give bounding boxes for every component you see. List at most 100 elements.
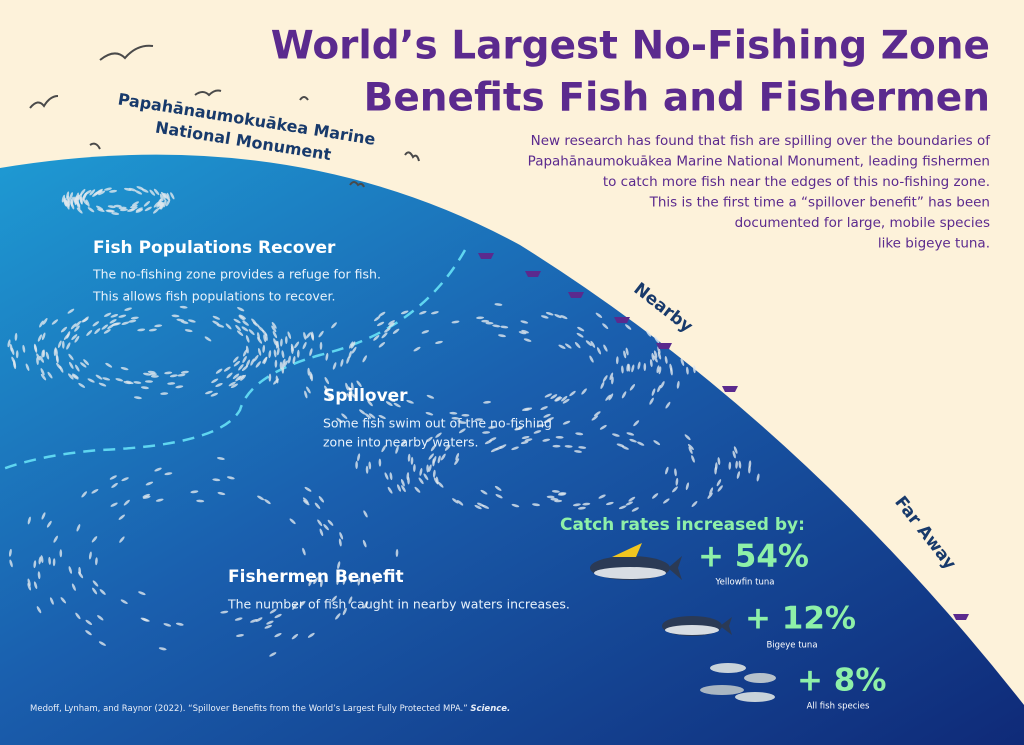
fish xyxy=(237,307,245,312)
fish xyxy=(488,426,497,429)
fish xyxy=(68,566,73,574)
fish xyxy=(232,373,240,380)
fish xyxy=(428,464,432,473)
fish xyxy=(27,516,31,525)
fish xyxy=(395,446,399,454)
subtitle-line: New research has found that fish are spi… xyxy=(531,133,992,149)
fish xyxy=(476,316,485,320)
catch-heading: Catch rates increased by: xyxy=(560,515,805,535)
fish xyxy=(115,378,124,382)
fish xyxy=(572,503,581,507)
fish xyxy=(240,374,246,381)
fish xyxy=(577,506,586,510)
fish xyxy=(414,486,421,493)
fish xyxy=(687,444,694,450)
fish xyxy=(495,445,503,451)
fish xyxy=(341,413,348,420)
fish xyxy=(663,498,670,504)
fish xyxy=(180,370,189,374)
fish xyxy=(95,374,103,380)
fish xyxy=(235,324,241,331)
fish xyxy=(269,652,277,657)
fish xyxy=(536,424,545,428)
fish xyxy=(165,199,171,207)
fish xyxy=(105,209,114,213)
fish xyxy=(421,330,430,334)
fish xyxy=(250,619,258,623)
fish xyxy=(756,473,760,482)
fish xyxy=(440,453,446,461)
fish xyxy=(367,399,373,407)
section-body: This allows fish populations to recover. xyxy=(92,289,335,304)
fish xyxy=(60,326,68,333)
fish xyxy=(323,523,329,531)
fish xyxy=(291,633,299,640)
fish xyxy=(340,359,344,367)
section-heading: Fish Populations Recover xyxy=(93,238,336,258)
fish xyxy=(305,332,312,339)
fish xyxy=(233,360,241,367)
fish xyxy=(241,365,249,372)
fish xyxy=(492,324,501,328)
fish xyxy=(598,494,606,499)
fish xyxy=(82,198,88,206)
fish xyxy=(118,314,127,318)
fish xyxy=(336,577,340,585)
fish xyxy=(245,359,251,367)
fish xyxy=(609,372,614,381)
fish xyxy=(69,361,74,369)
fish xyxy=(543,413,551,418)
fish xyxy=(205,390,213,395)
fish xyxy=(545,311,554,316)
fish xyxy=(177,373,186,377)
fish xyxy=(70,196,74,205)
fish xyxy=(562,398,570,404)
fish xyxy=(137,328,146,332)
fish xyxy=(435,476,439,485)
fish xyxy=(546,417,554,422)
fish xyxy=(262,344,266,353)
fish xyxy=(318,496,325,503)
citation-text: Medoff, Lynham, and Raynor (2022). “Spil… xyxy=(30,704,470,714)
fish xyxy=(355,461,358,469)
fish xyxy=(235,375,242,382)
fish xyxy=(498,334,506,338)
fish xyxy=(709,487,714,495)
fish xyxy=(593,411,601,417)
fish xyxy=(302,341,307,350)
fish xyxy=(120,599,128,604)
fish xyxy=(99,589,106,595)
fish xyxy=(148,328,157,332)
fish xyxy=(37,334,43,342)
fish xyxy=(118,206,127,210)
fish xyxy=(657,346,661,355)
fish xyxy=(603,344,608,352)
fish xyxy=(61,194,66,203)
fish xyxy=(170,192,175,200)
fish xyxy=(75,192,80,201)
fish xyxy=(92,587,98,595)
fish xyxy=(269,608,277,614)
fish xyxy=(569,390,576,397)
fish xyxy=(356,380,362,388)
fish xyxy=(590,340,596,348)
fish xyxy=(164,472,173,476)
fish xyxy=(381,332,388,339)
fish xyxy=(558,492,567,495)
fish xyxy=(83,359,90,366)
fish xyxy=(362,355,367,363)
fish xyxy=(368,461,372,470)
fish xyxy=(651,352,655,361)
fish xyxy=(71,334,78,341)
title-line: World’s Largest No-Fishing Zone xyxy=(271,24,990,69)
fish xyxy=(217,491,226,496)
fish xyxy=(629,438,637,443)
fish xyxy=(215,368,223,374)
fish xyxy=(188,319,196,323)
fish xyxy=(631,364,635,373)
fish xyxy=(550,394,558,400)
fish xyxy=(319,341,323,350)
fish xyxy=(373,575,377,584)
fish xyxy=(103,329,111,334)
fish xyxy=(180,320,189,324)
